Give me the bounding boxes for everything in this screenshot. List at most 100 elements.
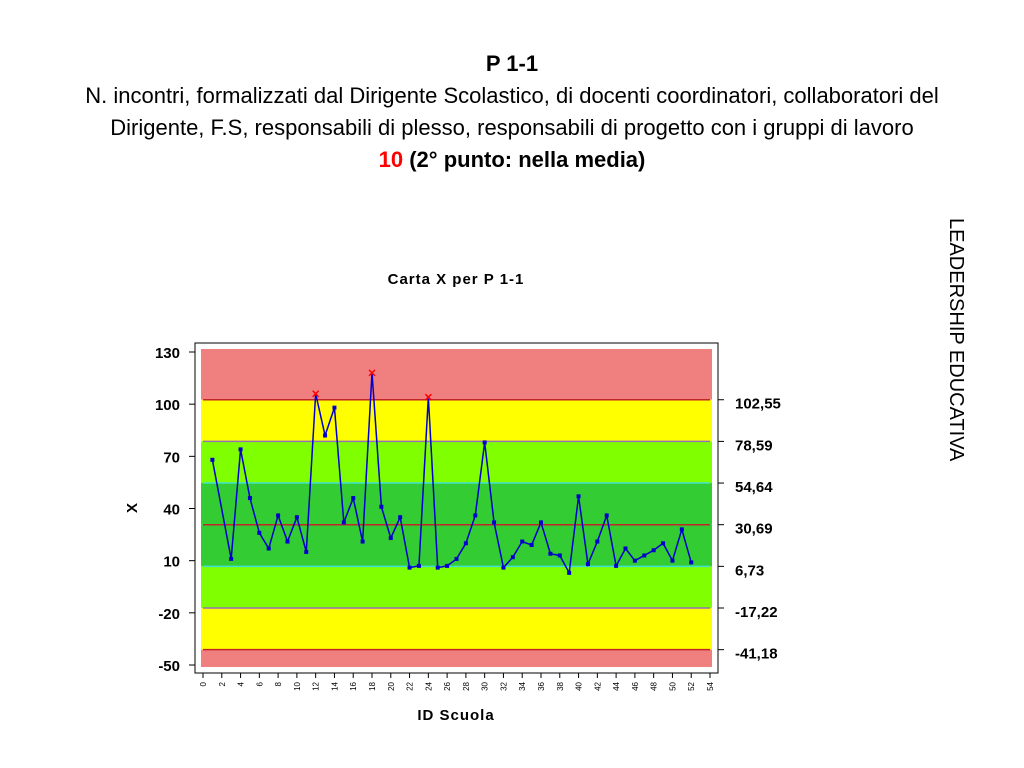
out-of-control-point <box>424 393 432 401</box>
header: P 1-1 N. incontri, formalizzati dal Diri… <box>62 48 962 176</box>
point <box>604 513 609 518</box>
x-tick-label: 20 <box>387 681 396 690</box>
point <box>238 447 243 452</box>
point <box>473 513 478 518</box>
point <box>407 565 412 570</box>
point <box>266 546 271 551</box>
point <box>632 558 637 563</box>
point <box>388 536 393 541</box>
limit-label: -41,18 <box>735 646 778 663</box>
x-axis-label: ID Scuola <box>417 707 494 724</box>
zone <box>201 441 712 484</box>
x-tick-label: 38 <box>556 681 565 690</box>
point <box>435 565 440 570</box>
point <box>510 555 515 560</box>
x-tick-label: 18 <box>368 681 377 690</box>
y-tick-label: -20 <box>158 606 180 623</box>
subtitle: N. incontri, formalizzati dal Dirigente … <box>85 83 939 140</box>
x-tick-label: 14 <box>330 681 339 690</box>
point <box>576 494 581 499</box>
point <box>379 504 384 509</box>
point <box>294 515 299 520</box>
x-tick-label: 42 <box>593 681 602 690</box>
point <box>416 563 421 568</box>
x-tick-label: 48 <box>650 681 659 690</box>
point <box>351 496 356 501</box>
x-tick-label: 44 <box>612 681 621 690</box>
y-tick-label: 40 <box>163 502 180 519</box>
y-tick-label: 10 <box>163 554 180 571</box>
y-tick-label: 100 <box>155 397 180 414</box>
point <box>210 457 215 462</box>
point <box>463 541 468 546</box>
point <box>332 405 337 410</box>
x-tick-label: 32 <box>499 681 508 690</box>
point <box>304 549 309 554</box>
out-of-control-point <box>368 369 376 377</box>
x-tick-label: 36 <box>537 681 546 690</box>
x-tick-label: 46 <box>631 681 640 690</box>
point <box>482 440 487 445</box>
point <box>285 539 290 544</box>
y-tick-label: -50 <box>158 658 180 675</box>
x-tick-label: 4 <box>237 681 246 686</box>
point <box>642 553 647 558</box>
x-tick-label: 8 <box>274 681 283 686</box>
point <box>651 548 656 553</box>
point <box>501 565 506 570</box>
point <box>548 551 553 556</box>
x-tick-label: 34 <box>518 681 527 690</box>
x-tick-label: 16 <box>349 681 358 690</box>
point <box>623 546 628 551</box>
point <box>585 562 590 567</box>
zone <box>201 399 712 442</box>
point <box>360 539 365 544</box>
point <box>661 541 666 546</box>
point <box>567 570 572 575</box>
x-tick-label: 26 <box>443 681 452 690</box>
point <box>276 513 281 518</box>
score-note: (2° punto: nella media) <box>409 147 646 172</box>
score: 10 <box>378 147 404 172</box>
point <box>529 543 534 548</box>
x-tick-label: 50 <box>668 681 677 690</box>
point <box>398 515 403 520</box>
limit-label: 78,59 <box>735 437 773 454</box>
limit-label: 102,55 <box>735 396 781 413</box>
zone <box>201 483 712 525</box>
zone <box>201 566 712 608</box>
zone <box>201 349 712 400</box>
x-tick-label: 52 <box>687 681 696 690</box>
point <box>445 563 450 568</box>
x-tick-label: 24 <box>424 681 433 690</box>
point <box>539 520 543 525</box>
point <box>595 539 600 544</box>
x-tick-label: 22 <box>406 681 415 690</box>
y-axis-label: X <box>124 503 141 513</box>
limit-label: 30,69 <box>735 521 773 538</box>
point <box>341 520 346 525</box>
point <box>247 496 252 501</box>
x-tick-label: 2 <box>218 681 227 686</box>
x-tick-label: 54 <box>706 681 715 690</box>
chart-title: Carta X per P 1-1 <box>388 271 525 288</box>
x-tick-label: 6 <box>255 681 264 686</box>
point <box>670 558 675 563</box>
point <box>614 563 619 568</box>
side-label: LEADERSHIP EDUCATIVA <box>945 218 967 462</box>
point <box>323 433 328 438</box>
x-tick-label: 40 <box>575 681 584 690</box>
y-tick-label: 130 <box>155 345 180 362</box>
x-tick-label: 30 <box>481 681 490 690</box>
x-tick-label: 10 <box>293 681 302 690</box>
limit-label: 54,64 <box>735 479 773 496</box>
x-tick-label: 28 <box>462 681 471 690</box>
point <box>229 556 234 561</box>
x-tick-label: 0 <box>199 681 208 686</box>
point <box>689 560 694 565</box>
limit-label: 6,73 <box>735 562 764 579</box>
point <box>492 520 497 525</box>
y-tick-label: 70 <box>163 449 180 466</box>
